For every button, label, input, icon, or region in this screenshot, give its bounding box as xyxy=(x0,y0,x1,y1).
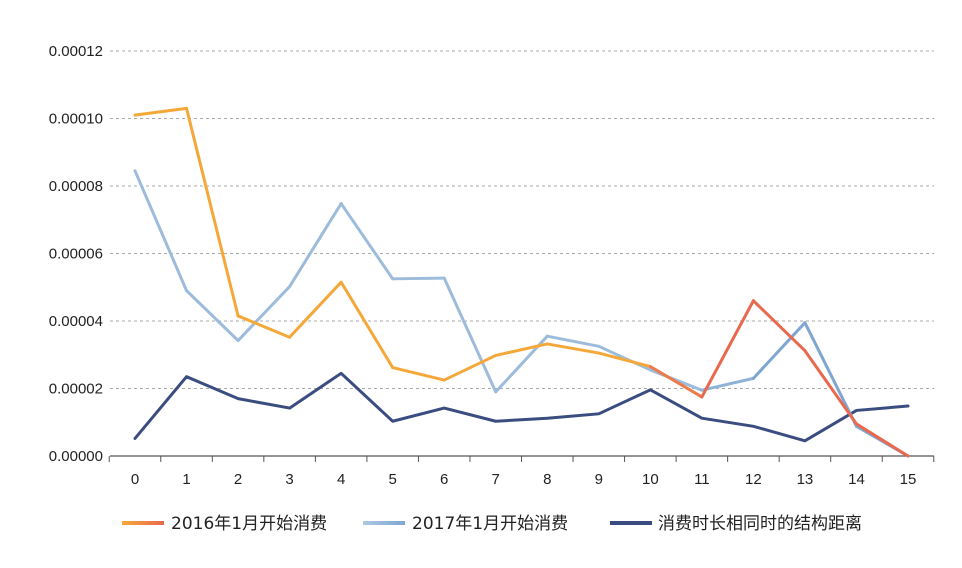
series-2-segment xyxy=(700,376,755,392)
x-tick-label: 8 xyxy=(543,471,551,488)
legend-label: 消费时长相同时的结构距离 xyxy=(658,514,862,534)
legend-swatch xyxy=(363,521,405,525)
x-axis xyxy=(108,455,935,462)
series-2-segment xyxy=(288,202,343,289)
series-2-segment xyxy=(545,334,601,348)
legend-item-3: 消费时长相同时的结构距离 xyxy=(610,514,862,534)
x-tick-label: 13 xyxy=(797,471,814,488)
series-1-segment xyxy=(494,342,549,357)
legend: 2016年1月开始消费 2017年1月开始消费 消费时长相同时的结构距离 xyxy=(122,514,862,534)
legend-swatch xyxy=(610,521,652,525)
y-tick-label: 0.00006 xyxy=(49,246,103,263)
x-tick-label: 9 xyxy=(595,471,603,488)
grid-lines xyxy=(110,50,934,389)
y-axis-tick-labels: 0.00000 0.00002 0.00004 0.00006 0.00008 0.000… xyxy=(49,43,103,465)
x-tick-label: 15 xyxy=(900,471,917,488)
series-1-segment xyxy=(854,422,910,458)
y-tick-label: 0.00012 xyxy=(49,43,103,60)
series-1-line xyxy=(133,106,910,458)
series-2-segment xyxy=(391,276,446,281)
y-tick-label: 0.00000 xyxy=(49,448,103,465)
series-2-segment xyxy=(236,285,292,343)
y-tick-label: 0.00010 xyxy=(49,111,103,128)
x-tick-label: 1 xyxy=(182,471,190,488)
x-tick-label: 14 xyxy=(848,471,865,488)
series-1-segment xyxy=(339,280,395,370)
x-tick-label: 2 xyxy=(234,471,242,488)
series-1-segment xyxy=(442,353,498,382)
series-1-segment xyxy=(391,366,446,382)
legend-label: 2016年1月开始消费 xyxy=(171,514,327,534)
legend-item-2: 2017年1月开始消费 xyxy=(363,514,568,534)
series-2-segment xyxy=(442,276,498,394)
x-tick-label: 12 xyxy=(745,471,762,488)
series-1-segment xyxy=(236,314,292,339)
x-tick-label: 7 xyxy=(492,471,500,488)
series-3-line xyxy=(133,371,910,443)
x-axis-tick-labels: 0 1 2 3 4 5 6 7 8 9 10 11 12 13 14 15 xyxy=(131,471,917,488)
x-tick-label: 5 xyxy=(388,471,396,488)
series-1-segment xyxy=(803,349,858,426)
x-tick-label: 6 xyxy=(440,471,448,488)
series-1-segment xyxy=(133,106,189,117)
y-tick-label: 0.00002 xyxy=(49,381,103,398)
legend-label: 2017年1月开始消费 xyxy=(412,514,568,534)
series-1-segment xyxy=(288,280,343,339)
y-tick-label: 0.00008 xyxy=(49,178,103,195)
series-2-segment xyxy=(185,289,240,343)
x-tick-label: 0 xyxy=(131,471,139,488)
series-1-segment xyxy=(185,106,240,318)
series-1-segment xyxy=(545,342,601,355)
series-2-segment xyxy=(751,321,807,380)
series-2-line xyxy=(133,169,910,458)
x-tick-label: 3 xyxy=(285,471,293,488)
series-1-segment xyxy=(700,299,755,399)
legend-item-1: 2016年1月开始消费 xyxy=(122,514,327,534)
x-tick-label: 11 xyxy=(694,471,710,488)
series-1-segment xyxy=(648,365,704,399)
x-tick-label: 10 xyxy=(642,471,659,488)
series-1-segment xyxy=(751,299,807,353)
series-1-segment xyxy=(597,351,652,369)
legend-swatch xyxy=(122,521,164,525)
series-3-polyline xyxy=(133,371,910,443)
series-2-segment xyxy=(803,321,858,428)
x-tick-label: 4 xyxy=(337,471,345,488)
series-2-segment xyxy=(133,169,189,293)
y-tick-label: 0.00004 xyxy=(49,313,103,330)
series-2-segment xyxy=(597,344,652,372)
series-lines xyxy=(133,106,910,458)
series-2-segment xyxy=(339,202,395,281)
